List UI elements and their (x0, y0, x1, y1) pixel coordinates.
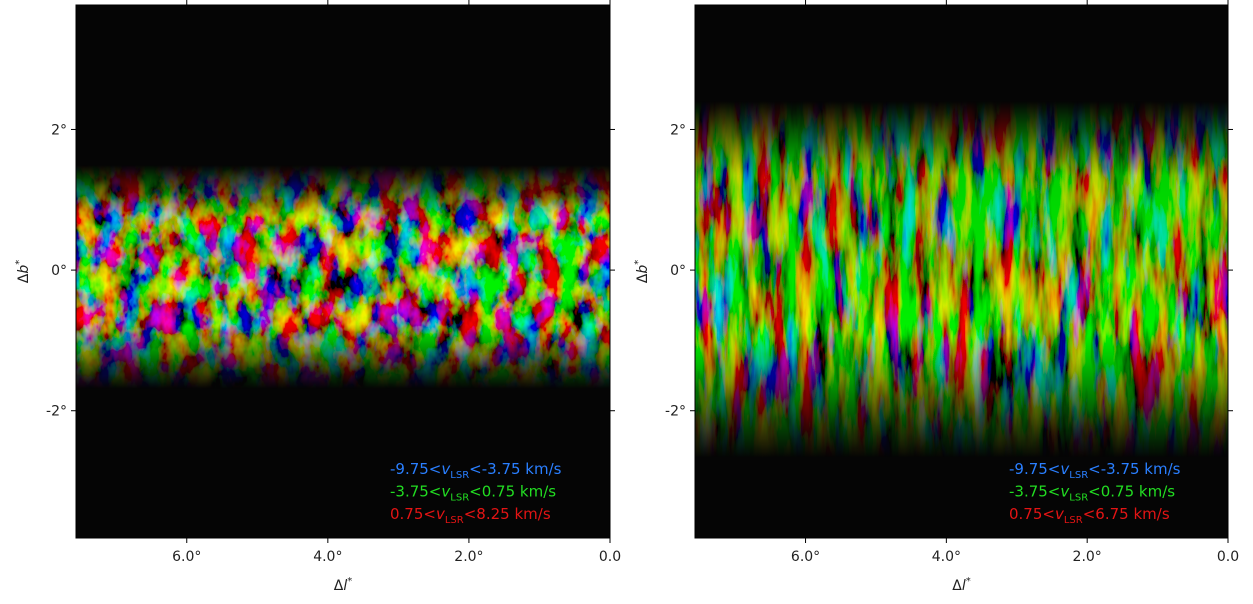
y-axis-label-prefix: Δ (16, 273, 32, 283)
y-axis-label-var: b (635, 265, 651, 274)
y-axis-label: Δb* (633, 260, 651, 283)
x-axis-label-sup: * (347, 576, 352, 587)
legend-var: v (1055, 505, 1065, 523)
x-tick-label: 0.0 (1217, 549, 1239, 565)
legend-var: v (1060, 483, 1070, 501)
legend-var: v (441, 460, 451, 478)
legend-suffix: <8.25 km/s (464, 505, 551, 523)
y-axis-label-var: b (16, 265, 32, 274)
legend: -9.75<vLSR<-3.75 km/s-3.75<vLSR<0.75 km/… (1009, 460, 1181, 526)
panel: 6.0° 4.0° 2.0° 0.02°0°-2°Δl*Δb*-9.75<vLSR<-… (633, 0, 1239, 594)
legend-var: v (436, 505, 446, 523)
x-axis-label-prefix: Δ (952, 578, 962, 594)
x-tick-label: 6.0° (791, 549, 820, 565)
legend-prefix: -3.75< (1009, 483, 1060, 501)
x-axis-label: Δl* (952, 576, 970, 594)
x-axis-label-var: l (962, 578, 966, 594)
legend-suffix: <-3.75 km/s (1088, 460, 1180, 478)
legend-suffix: <0.75 km/s (1088, 483, 1175, 501)
y-tick-label: -2° (665, 404, 686, 420)
legend: -9.75<vLSR<-3.75 km/s-3.75<vLSR<0.75 km/… (390, 460, 562, 526)
legend-sub: LSR (445, 515, 464, 526)
x-axis-label: Δl* (334, 576, 352, 594)
legend-prefix: -9.75< (390, 460, 441, 478)
legend-sub: LSR (1069, 470, 1088, 481)
legend-entry: 0.75<vLSR<8.25 km/s (390, 505, 551, 526)
legend-prefix: 0.75< (390, 505, 436, 523)
x-tick-label: 2.0° (454, 549, 483, 565)
y-axis-label: Δb* (14, 260, 32, 283)
y-axis-label-prefix: Δ (635, 273, 651, 283)
x-axis-label-prefix: Δ (334, 578, 344, 594)
legend-entry: 0.75<vLSR<6.75 km/s (1009, 505, 1170, 526)
y-tick-label: 2° (670, 122, 686, 138)
y-tick-label: 2° (51, 122, 67, 138)
y-axis-label-sup: * (633, 260, 644, 265)
legend-suffix: <0.75 km/s (469, 483, 556, 501)
axes-frame (694, 4, 1229, 539)
legend-prefix: -9.75< (1009, 460, 1060, 478)
legend-sub: LSR (1069, 493, 1088, 504)
legend-sub: LSR (1064, 515, 1083, 526)
legend-suffix: <-3.75 km/s (469, 460, 561, 478)
legend-var: v (441, 483, 451, 501)
legend-entry: -9.75<vLSR<-3.75 km/s (1009, 460, 1181, 481)
axes-frame (75, 4, 611, 539)
legend-entry: -9.75<vLSR<-3.75 km/s (390, 460, 562, 481)
y-tick-label: 0° (670, 263, 686, 279)
legend-entry: -3.75<vLSR<0.75 km/s (390, 483, 556, 504)
legend-entry: -3.75<vLSR<0.75 km/s (1009, 483, 1175, 504)
panel-image (76, 5, 1228, 538)
x-tick-label: 0.0 (599, 549, 621, 565)
panel: 6.0° 4.0° 2.0° 0.02°0°-2°Δl*Δb*-9.75<vLSR<-… (14, 0, 621, 594)
x-axis-label-sup: * (966, 576, 971, 587)
y-tick-label: 0° (51, 263, 67, 279)
legend-sub: LSR (450, 493, 469, 504)
legend-sub: LSR (450, 470, 469, 481)
x-tick-label: 4.0° (932, 549, 961, 565)
legend-var: v (1060, 460, 1070, 478)
y-axis-label-sup: * (14, 260, 25, 265)
y-tick-label: -2° (46, 404, 67, 420)
x-axis-label-var: l (343, 578, 347, 594)
legend-prefix: -3.75< (390, 483, 441, 501)
x-tick-label: 6.0° (172, 549, 201, 565)
x-tick-label: 4.0° (313, 549, 342, 565)
legend-suffix: <6.75 km/s (1083, 505, 1170, 523)
legend-prefix: 0.75< (1009, 505, 1055, 523)
x-tick-label: 2.0° (1073, 549, 1102, 565)
